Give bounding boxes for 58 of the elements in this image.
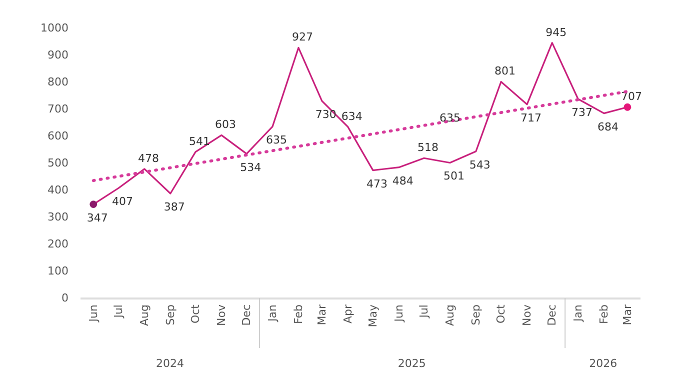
x-tick-label: Oct — [494, 304, 508, 324]
data-label: 478 — [138, 152, 159, 165]
x-tick-label: Dec — [546, 304, 559, 326]
y-tick-label: 400 — [48, 184, 68, 196]
y-tick-label: 700 — [48, 102, 68, 116]
y-tick-label: 200 — [48, 238, 68, 250]
data-label: 387 — [164, 200, 185, 214]
text: 2026 — [589, 357, 618, 370]
data-label: 684 — [598, 120, 619, 134]
data-label: 737 — [572, 106, 593, 120]
data-label: 501 — [443, 170, 464, 183]
y-tick-label: 300 — [48, 210, 68, 224]
data-label: 927 — [292, 30, 313, 44]
data-label: 717 — [520, 111, 542, 124]
x-tick-label: Mar — [315, 304, 328, 326]
x-tick-label: Jul — [112, 304, 126, 319]
x-tick-label: Mar — [620, 304, 634, 326]
y-tick-label: 100 — [48, 264, 68, 278]
data-label: 484 — [392, 174, 414, 188]
data-label: 518 — [418, 141, 439, 154]
data-label: 603 — [214, 118, 236, 132]
y-tick-label: 1000 — [40, 22, 68, 34]
x-tick-label: Aug — [443, 304, 456, 326]
annotation: 635 — [439, 112, 460, 125]
data-label: 634 — [341, 110, 362, 123]
y-tick-label: 0 — [62, 292, 68, 304]
y-tick-label: 500 — [48, 156, 68, 170]
data-label: 543 — [469, 158, 490, 172]
data-label: 473 — [366, 177, 388, 190]
y-tick-label: 900 — [48, 48, 68, 62]
y-tick-label: 600 — [48, 130, 68, 142]
text: 2024 — [156, 357, 184, 370]
x-tick-label: Jul — [418, 304, 431, 319]
x-tick-label: Jan — [572, 304, 585, 322]
data-label: 347 — [86, 211, 108, 224]
x-tick-label: Sep — [164, 304, 177, 326]
x-tick-label: Jun — [86, 304, 100, 323]
x-tick-label: Jun — [392, 304, 406, 323]
x-tick-label: Oct — [189, 304, 202, 324]
data-label: 635 — [266, 134, 288, 147]
x-tick-label: Feb — [292, 304, 305, 324]
x-tick-label: Feb — [598, 304, 611, 324]
y-tick-label: 800 — [48, 76, 68, 88]
data-label: 945 — [546, 26, 567, 39]
x-tick-label: Jan — [266, 304, 280, 322]
text: 2025 — [398, 357, 426, 370]
x-tick-label: Sep — [469, 304, 482, 326]
data-label: 407 — [112, 195, 134, 208]
x-tick-label: Nov — [520, 304, 534, 326]
data-label: 801 — [494, 64, 516, 78]
x-tick-label: Dec — [240, 304, 254, 326]
x-tick-label: Nov — [214, 304, 228, 326]
data-label: 730 — [315, 108, 336, 121]
x-tick-label: May — [366, 304, 380, 328]
data-label: 541 — [189, 134, 210, 148]
x-tick-label: Aug — [138, 304, 151, 326]
data-label: 534 — [240, 160, 262, 174]
x-tick-label: Apr — [341, 304, 354, 324]
